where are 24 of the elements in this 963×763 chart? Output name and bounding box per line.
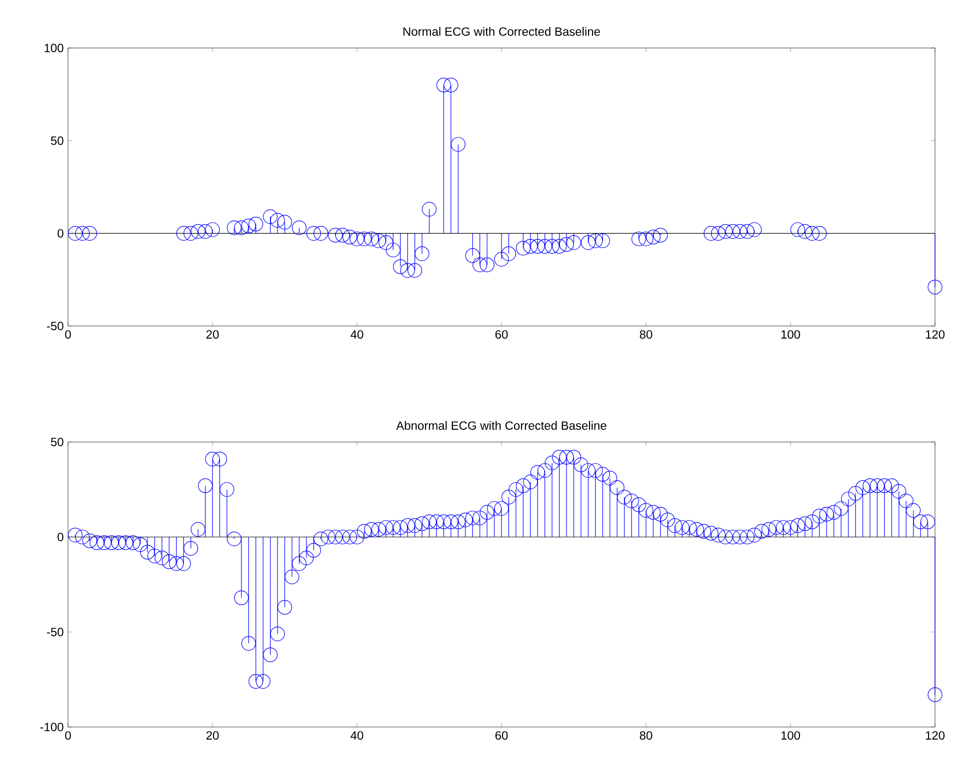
x-tick-label: 120 — [926, 731, 945, 740]
x-tick-label: 100 — [781, 731, 800, 740]
y-tick-label: 50 — [50, 136, 64, 145]
y-tick-label: 100 — [44, 44, 64, 52]
x-tick-label: 80 — [640, 330, 652, 339]
x-tick-label: 60 — [495, 330, 508, 339]
x-tick-label: 100 — [781, 330, 800, 339]
y-tick-label: 0 — [58, 532, 64, 542]
y-tick-label: -50 — [46, 322, 64, 330]
y-tick-label: -50 — [46, 628, 64, 636]
y-tick-label: -100 — [40, 722, 64, 732]
x-tick-label: 20 — [206, 731, 219, 740]
chart-title: Normal ECG with Corrected Baseline — [403, 26, 600, 36]
x-tick-label: 0 — [65, 330, 71, 339]
x-tick-label: 80 — [640, 731, 652, 740]
x-tick-label: 60 — [495, 731, 508, 740]
x-tick-label: 40 — [350, 330, 364, 339]
y-tick-label: 0 — [58, 229, 64, 238]
x-tick-label: 40 — [350, 731, 364, 740]
x-tick-label: 20 — [206, 330, 219, 339]
x-tick-label: 120 — [926, 330, 945, 339]
x-tick-label: 0 — [65, 731, 71, 740]
y-tick-label: 50 — [50, 438, 64, 446]
chart-title: Abnormal ECG with Corrected Baseline — [396, 421, 606, 430]
